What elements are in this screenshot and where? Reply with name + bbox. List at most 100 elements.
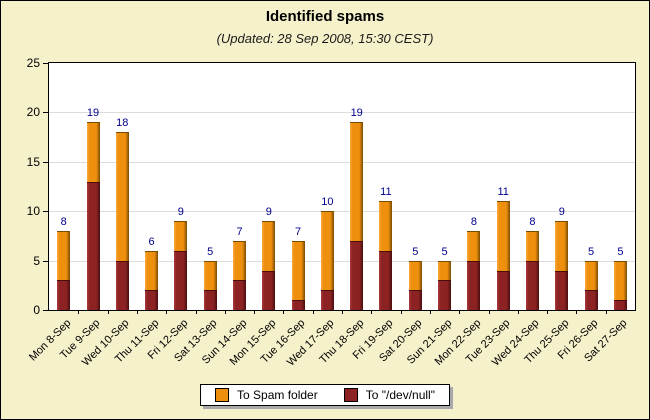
y-axis-label: 10 — [26, 204, 40, 219]
bar-total-label: 19 — [350, 107, 363, 120]
y-axis-label: 0 — [33, 303, 40, 317]
bar-segment-spam-folder[interactable] — [379, 201, 393, 251]
bar-segment-dev-null[interactable] — [379, 250, 393, 310]
bar-segment-dev-null[interactable] — [174, 250, 188, 310]
bar-segment-dev-null[interactable] — [203, 290, 217, 310]
dev-null-swatch-icon — [343, 388, 358, 402]
gridline — [49, 211, 635, 213]
legend-label-dev-null: To "/dev/null" — [365, 388, 435, 402]
bar-segment-spam-folder[interactable] — [57, 231, 71, 281]
y-axis-label: 5 — [33, 253, 40, 268]
x-axis-tick — [312, 310, 314, 314]
bar-segment-dev-null[interactable] — [467, 260, 481, 310]
bar-segment-spam-folder[interactable] — [438, 260, 452, 281]
y-axis-tick — [43, 161, 49, 163]
x-axis-tick — [195, 310, 197, 314]
bar-total-label: 8 — [60, 216, 67, 228]
x-axis-tick — [429, 310, 431, 314]
x-axis-tick — [459, 310, 461, 314]
y-axis-tick — [43, 112, 49, 114]
bar-total-label: 10 — [321, 196, 334, 209]
y-axis-tick — [43, 260, 49, 262]
bar-total-label: 5 — [588, 245, 595, 258]
bar-segment-spam-folder[interactable] — [262, 221, 276, 271]
x-axis-tick — [136, 310, 138, 314]
x-axis-tick — [166, 310, 168, 314]
x-axis-tick — [605, 310, 607, 314]
bar-segment-dev-null[interactable] — [555, 270, 569, 310]
bar-segment-spam-folder[interactable] — [115, 132, 129, 261]
bar-segment-dev-null[interactable] — [408, 290, 422, 310]
chart-title: Identified spams — [265, 8, 385, 25]
bar-segment-spam-folder[interactable] — [408, 260, 422, 291]
bar-segment-spam-folder[interactable] — [320, 211, 334, 291]
y-axis-tick — [43, 63, 49, 64]
bar-segment-spam-folder[interactable] — [174, 221, 188, 251]
bar-total-label: 5 — [441, 245, 448, 258]
y-axis-label: 15 — [26, 154, 40, 169]
bar-segment-spam-folder[interactable] — [584, 260, 598, 291]
x-axis-tick — [400, 310, 402, 314]
bar-segment-spam-folder[interactable] — [613, 260, 627, 301]
bar-segment-dev-null[interactable] — [291, 300, 305, 310]
bar-segment-dev-null[interactable] — [86, 181, 100, 310]
bar-total-label: 18 — [116, 117, 129, 130]
x-axis-tick — [547, 310, 549, 314]
bar-segment-spam-folder[interactable] — [291, 240, 305, 301]
bar-segment-spam-folder[interactable] — [496, 201, 510, 271]
bar-segment-spam-folder[interactable] — [145, 250, 158, 291]
x-axis-tick — [283, 310, 285, 314]
bar-total-label: 5 — [207, 245, 214, 258]
bar-segment-dev-null[interactable] — [438, 280, 452, 310]
gridline — [49, 161, 635, 163]
bar-total-label: 7 — [295, 225, 302, 238]
y-axis-tick — [43, 211, 49, 213]
y-axis-label: 20 — [26, 105, 40, 120]
gridline — [49, 112, 635, 114]
bar-segment-dev-null[interactable] — [496, 270, 510, 310]
gridline — [49, 260, 635, 262]
bar-segment-dev-null[interactable] — [233, 280, 246, 310]
bar-segment-dev-null[interactable] — [115, 260, 129, 310]
legend: To Spam folder To "/dev/null" — [200, 384, 450, 406]
bar-total-label: 11 — [380, 186, 392, 199]
bar-segment-dev-null[interactable] — [525, 260, 539, 310]
bar-total-label: 8 — [470, 216, 477, 228]
bar-segment-dev-null[interactable] — [320, 290, 334, 310]
legend-item-dev-null: To "/dev/null" — [343, 388, 435, 402]
bar-segment-spam-folder[interactable] — [86, 122, 100, 182]
bar-segment-dev-null[interactable] — [262, 270, 276, 310]
bar-segment-spam-folder[interactable] — [525, 231, 539, 261]
bar-total-label: 11 — [497, 186, 509, 199]
bar-total-label: 5 — [412, 245, 419, 258]
legend-label-spam-folder: To Spam folder — [237, 388, 318, 402]
x-axis-tick — [371, 310, 373, 314]
bar-segment-dev-null[interactable] — [145, 290, 158, 310]
bar-total-label: 9 — [177, 206, 184, 219]
plot-area: 0 5 10 15 20 25 8 19 18 6 9 5 7 9 7 10 19 11 5 5 8 11 8 9 5 5 — [27, 56, 636, 317]
bar-segment-spam-folder[interactable] — [555, 221, 569, 271]
bar-total-label: 9 — [558, 206, 565, 219]
bar-segment-dev-null[interactable] — [613, 300, 627, 310]
bar-total-label: 9 — [265, 206, 272, 219]
bar-segment-dev-null[interactable] — [57, 280, 71, 310]
x-axis-tick — [224, 310, 226, 314]
x-axis-tick — [576, 310, 578, 314]
bar-segment-dev-null[interactable] — [350, 240, 364, 310]
bar-segment-dev-null[interactable] — [584, 290, 598, 310]
y-axis-label: 25 — [26, 56, 40, 70]
x-axis-labels: Mon 8-Sep Tue 9-Sep Wed 10-Sep Thu 11-Sep Fr… — [27, 310, 634, 374]
bar-total-label: 19 — [86, 107, 100, 120]
bar-segment-spam-folder[interactable] — [467, 231, 481, 261]
x-axis-tick — [78, 310, 80, 314]
bar-total-label: 5 — [617, 245, 624, 258]
x-axis-tick — [517, 310, 519, 314]
x-axis-tick — [488, 310, 490, 314]
chart-subtitle: (Updated: 28 Sep 2008, 15:30 CEST) — [216, 31, 434, 46]
legend-item-spam-folder: To Spam folder — [215, 388, 318, 402]
bar-segment-spam-folder[interactable] — [203, 260, 217, 291]
bar-segment-spam-folder[interactable] — [350, 122, 364, 241]
x-axis-tick — [107, 310, 109, 314]
bar-segment-spam-folder[interactable] — [233, 240, 246, 281]
bar-total-label: 8 — [529, 216, 536, 228]
